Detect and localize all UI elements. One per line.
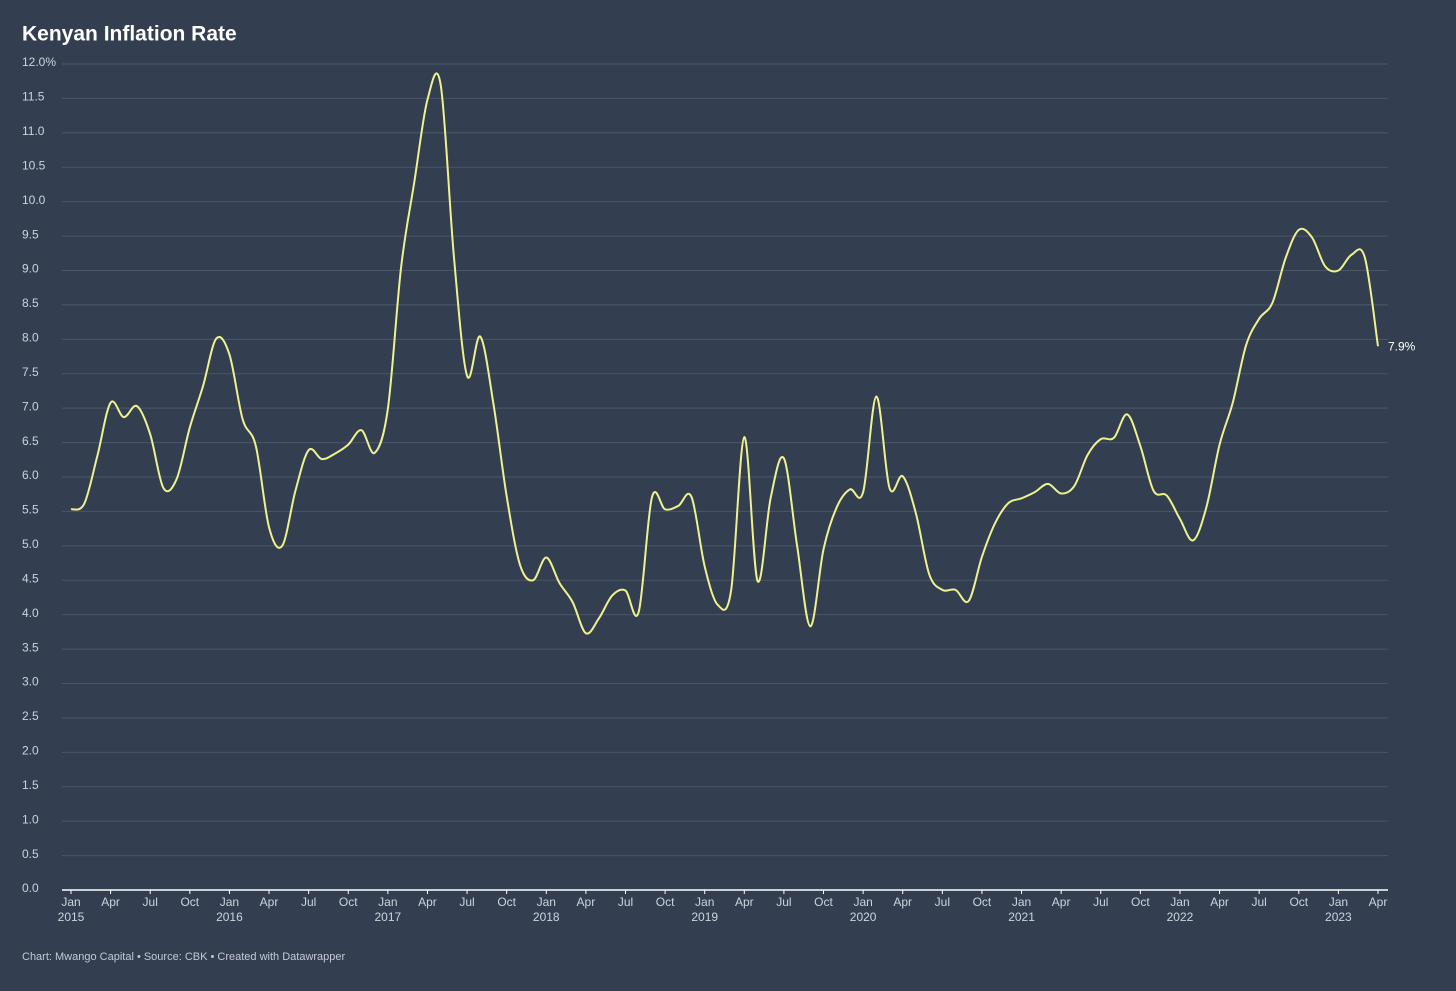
x-tick-label: Jul [776, 895, 791, 909]
y-tick-label: 4.0 [22, 606, 39, 620]
y-tick-label: 10.5 [22, 158, 46, 172]
y-tick-label: 3.5 [22, 640, 39, 654]
x-tick-year: 2018 [533, 910, 560, 924]
y-tick-label: 0.5 [22, 847, 39, 861]
x-tick-year: 2022 [1167, 910, 1194, 924]
y-tick-label: 5.5 [22, 503, 39, 517]
x-tick-label: Jan [537, 895, 556, 909]
x-tick-label: Jan [378, 895, 397, 909]
x-tick-label: Oct [180, 895, 199, 909]
x-tick-label: Apr [577, 895, 596, 909]
y-tick-label: 1.5 [22, 778, 39, 792]
y-tick-label: 12.0% [22, 55, 56, 69]
y-tick-label: 5.0 [22, 537, 39, 551]
x-tick-label: Jul [1252, 895, 1267, 909]
x-tick-year: 2015 [58, 910, 85, 924]
x-tick-label: Apr [1052, 895, 1071, 909]
x-tick-label: Jan [220, 895, 239, 909]
x-tick-label: Jan [61, 895, 80, 909]
y-tick-label: 1.0 [22, 812, 39, 826]
x-tick-label: Oct [1131, 895, 1150, 909]
x-tick-label: Jan [1170, 895, 1189, 909]
x-tick-label: Apr [1369, 895, 1388, 909]
x-tick-label: Jul [143, 895, 158, 909]
x-tick-year: 2020 [850, 910, 877, 924]
y-tick-label: 10.0 [22, 193, 46, 207]
x-tick-label: Jul [301, 895, 316, 909]
x-tick-label: Apr [101, 895, 120, 909]
y-tick-label: 11.5 [22, 90, 45, 104]
x-tick-label: Jul [935, 895, 950, 909]
line [70, 72, 1379, 635]
y-tick-label: 3.0 [22, 675, 39, 689]
x-tick-year: 2016 [216, 910, 243, 924]
x-tick-label: Oct [1289, 895, 1308, 909]
y-tick-label: 6.0 [22, 468, 39, 482]
y-tick-label: 0.0 [22, 881, 39, 895]
x-tick-label: Apr [735, 895, 754, 909]
y-tick-label: 9.5 [22, 227, 39, 241]
x-tick-label: Jul [1093, 895, 1108, 909]
x-tick-label: Jul [618, 895, 633, 909]
y-tick-label: 9.0 [22, 262, 39, 276]
y-tick-label: 7.5 [22, 365, 39, 379]
x-tick-label: Jan [1012, 895, 1031, 909]
x-tick-year: 2017 [374, 910, 401, 924]
x-tick-label: Apr [260, 895, 279, 909]
x-tick-label: Jan [1329, 895, 1348, 909]
x-tick-label: Oct [814, 895, 833, 909]
y-tick-label: 2.5 [22, 709, 39, 723]
x-tick-label: Oct [656, 895, 675, 909]
x-tick-year: 2021 [1008, 910, 1035, 924]
credit: Chart: Mwango Capital • Source: CBK • Cr… [22, 951, 346, 963]
chart-title: Kenyan Inflation Rate [22, 23, 237, 46]
x-tick-label: Oct [497, 895, 516, 909]
x-tick-label: Jan [695, 895, 714, 909]
x-tick-label: Oct [339, 895, 358, 909]
x-tick-label: Oct [973, 895, 992, 909]
x-tick-label: Apr [418, 895, 437, 909]
y-tick-label: 2.0 [22, 744, 39, 758]
x-tick-label: Apr [1210, 895, 1229, 909]
y-tick-label: 6.5 [22, 434, 39, 448]
x-tick-year: 2019 [691, 910, 718, 924]
y-tick-label: 11.0 [22, 124, 45, 138]
y-tick-label: 4.5 [22, 571, 39, 585]
value-label: 7.9% [1388, 339, 1416, 353]
y-tick-label: 7.0 [22, 399, 39, 413]
x-tick-label: Jul [459, 895, 474, 909]
x-tick-label: Jan [853, 895, 872, 909]
x-tick-year: 2023 [1325, 910, 1352, 924]
x-tick-label: Apr [893, 895, 912, 909]
y-tick-label: 8.5 [22, 296, 39, 310]
y-tick-label: 8.0 [22, 331, 39, 345]
